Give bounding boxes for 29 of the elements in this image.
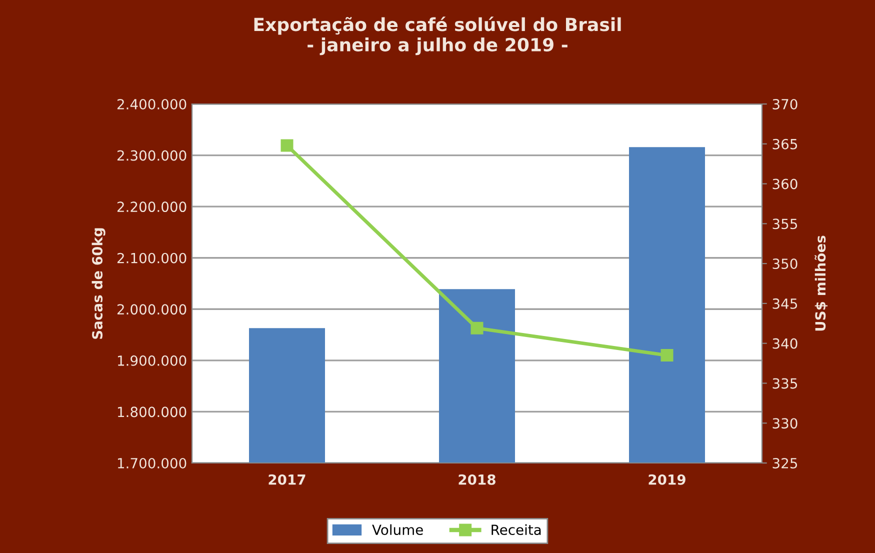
y2-tick-label: 335 <box>772 378 798 389</box>
y2-tick-label: 355 <box>772 218 798 230</box>
point <box>470 322 484 334</box>
x-tick-label: 2017 <box>268 474 306 485</box>
y2-tick-label: 365 <box>772 138 798 150</box>
y-tick-label: 2.400.000 <box>117 98 186 110</box>
y2-tick-label: 330 <box>772 418 798 429</box>
y2-tick-label: 370 <box>772 98 798 110</box>
point <box>280 139 294 152</box>
y-tick-label: 1.800.000 <box>118 406 186 418</box>
y-tick-label: 2.000.000 <box>117 304 186 315</box>
y-tick-label: 2.300.000 <box>117 150 186 161</box>
y2-axis-title: US$ milhões <box>814 236 828 331</box>
y2-tick-label: 325 <box>772 458 798 468</box>
y2-tick-label: 350 <box>772 258 798 270</box>
y-axis-title: Sacas de 60kg <box>92 228 106 339</box>
legend-label: Receita <box>492 524 541 536</box>
y2-tick-label: 360 <box>772 178 798 190</box>
y2-tick-label: 345 <box>772 298 798 309</box>
y-tick-label: 1.700.000 <box>118 458 186 468</box>
chart-title: Exportação de café solúvel do Brasil - janeiro a julho de 2019 - <box>254 16 621 56</box>
y-tick-label: 2.100.000 <box>117 252 186 264</box>
y-tick-label: 2.200.000 <box>117 202 186 212</box>
legend-label: Volume <box>372 524 423 536</box>
y2-tick-label: 340 <box>772 338 798 349</box>
x-tick-label: 2019 <box>648 474 686 485</box>
y-tick-label: 1.900.000 <box>118 355 186 366</box>
x-tick-label: 2018 <box>458 474 496 485</box>
point <box>660 349 674 362</box>
